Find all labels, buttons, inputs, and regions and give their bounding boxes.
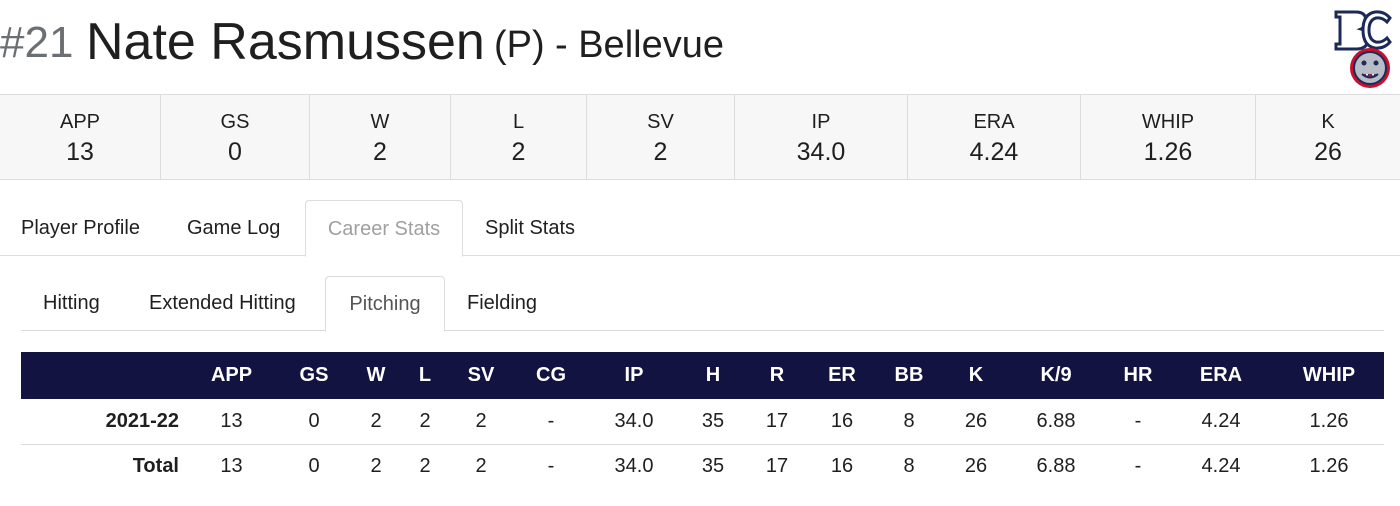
summary-cell-gs: GS 0 — [161, 95, 310, 179]
table-header-row: APP GS W L SV CG IP H R ER BB K K/9 HR E… — [21, 352, 1384, 399]
summary-value: 34.0 — [796, 138, 846, 166]
summary-label: W — [370, 111, 390, 133]
table-cell: 13 — [179, 399, 284, 445]
table-cell: 0 — [284, 399, 344, 445]
tab-career-stats[interactable]: Career Stats — [305, 200, 463, 257]
summary-label: WHIP — [1141, 111, 1195, 133]
column-header[interactable]: ER — [828, 364, 856, 386]
table-cell: 17 — [740, 399, 814, 445]
summary-cell-era: ERA 4.24 — [908, 95, 1081, 179]
table-cell: 26 — [948, 399, 1004, 445]
subtab-pitching[interactable]: Pitching — [325, 276, 445, 332]
column-header[interactable]: K — [968, 364, 984, 386]
table-cell: 16 — [814, 399, 870, 445]
table-cell: 16 — [830, 455, 854, 478]
player-team: - Bellevue — [555, 24, 724, 66]
column-header — [21, 352, 179, 399]
summary-label: APP — [59, 111, 101, 133]
summary-value: 2 — [373, 138, 387, 166]
table-cell: 6.88 — [1036, 455, 1076, 478]
summary-value: 1.26 — [1143, 138, 1193, 166]
stat-type-tabs: Hitting Extended Hitting Pitching Fieldi… — [21, 276, 1384, 332]
column-header[interactable]: CG — [536, 364, 566, 386]
summary-cell-sv: SV 2 — [587, 95, 735, 179]
summary-cell-l: L 2 — [451, 95, 587, 179]
column-header[interactable]: WHIP — [1302, 364, 1356, 386]
table-cell: 1.26 — [1274, 399, 1384, 445]
table-cell: 4.24 — [1168, 399, 1274, 445]
player-position: (P) — [494, 24, 545, 66]
table-cell: - — [1108, 399, 1168, 445]
summary-value: 26 — [1314, 138, 1342, 166]
column-header[interactable]: IP — [624, 364, 644, 386]
table-cell: - — [1134, 455, 1142, 478]
table-cell: 2 — [344, 399, 408, 445]
summary-value: 2 — [653, 138, 668, 166]
summary-label: SV — [647, 111, 674, 133]
summary-label: IP — [811, 111, 831, 133]
table-cell: 35 — [686, 399, 740, 445]
pitching-stats-table: APP GS W L SV CG IP H R ER BB K K/9 HR E… — [21, 352, 1384, 489]
column-header[interactable]: W — [366, 364, 386, 386]
table-cell: 0 — [308, 455, 320, 478]
table-cell: 17 — [765, 455, 789, 478]
column-header[interactable]: GS — [299, 364, 329, 386]
summary-cell-w: W 2 — [310, 95, 451, 179]
table-cell: 2 — [475, 455, 487, 478]
summary-value: 0 — [228, 138, 242, 166]
subtab-hitting[interactable]: Hitting — [43, 292, 100, 314]
subtab-extended-hitting[interactable]: Extended Hitting — [149, 292, 296, 314]
summary-label: GS — [220, 111, 250, 133]
column-header[interactable]: ERA — [1199, 364, 1243, 386]
player-header: #21 Nate Rasmussen (P) - Bellevue — [0, 0, 1400, 94]
table-cell: 8 — [903, 455, 915, 478]
summary-value: 4.24 — [969, 138, 1019, 166]
row-label: 2021-22 — [21, 399, 179, 445]
table-row-total: Total 13 0 2 2 2 - 34.0 35 17 16 8 26 6.… — [21, 444, 1384, 489]
column-header[interactable]: BB — [894, 364, 924, 386]
table-cell: - — [547, 455, 555, 478]
summary-label: K — [1321, 111, 1335, 133]
column-header[interactable]: SV — [467, 364, 495, 386]
summary-cell-k: K 26 — [1256, 95, 1400, 179]
tab-game-log[interactable]: Game Log — [187, 217, 281, 239]
column-header[interactable]: K/9 — [1040, 364, 1072, 386]
column-header[interactable]: HR — [1123, 364, 1153, 386]
summary-label: ERA — [973, 111, 1015, 133]
column-header[interactable]: L — [418, 364, 432, 386]
column-header[interactable]: H — [705, 364, 721, 386]
table-cell: 2 — [442, 399, 520, 445]
subtab-fielding[interactable]: Fielding — [467, 292, 538, 314]
summary-value: 2 — [511, 138, 526, 166]
table-cell: 1.26 — [1309, 455, 1349, 478]
table-cell: 8 — [870, 399, 948, 445]
summary-cell-app: APP 13 — [0, 95, 161, 179]
table-cell: 35 — [701, 455, 725, 478]
tab-split-stats[interactable]: Split Stats — [485, 217, 576, 239]
summary-value: 13 — [66, 138, 94, 166]
table-cell: 34.0 — [582, 399, 686, 445]
player-name: Nate Rasmussen — [86, 13, 485, 71]
table-cell: 4.24 — [1201, 455, 1241, 478]
table-cell: 6.88 — [1004, 399, 1108, 445]
summary-cell-ip: IP 34.0 — [735, 95, 908, 179]
row-label: Total — [132, 455, 179, 478]
team-logo — [1334, 10, 1392, 88]
table-cell: 2 — [370, 455, 382, 478]
jersey-number: #21 — [0, 18, 74, 67]
main-tabs: Player Profile Game Log Career Stats Spl… — [0, 200, 1400, 257]
table-row: 2021-22 13 0 2 2 2 - 34.0 35 17 16 8 26 … — [21, 399, 1384, 445]
table-cell: 2 — [408, 399, 442, 445]
table-cell: 13 — [220, 455, 243, 478]
column-header[interactable]: R — [769, 364, 785, 386]
table-cell: 34.0 — [614, 455, 654, 478]
summary-label: L — [512, 111, 525, 133]
column-header[interactable]: APP — [210, 364, 253, 386]
table-cell: - — [520, 399, 582, 445]
summary-stats-strip: APP 13 GS 0 W 2 L 2 SV 2 IP 34.0 ERA 4.2… — [0, 94, 1400, 180]
summary-cell-whip: WHIP 1.26 — [1081, 95, 1256, 179]
table-cell: 2 — [419, 455, 431, 478]
tab-player-profile[interactable]: Player Profile — [21, 217, 140, 239]
table-cell: 26 — [964, 455, 988, 478]
